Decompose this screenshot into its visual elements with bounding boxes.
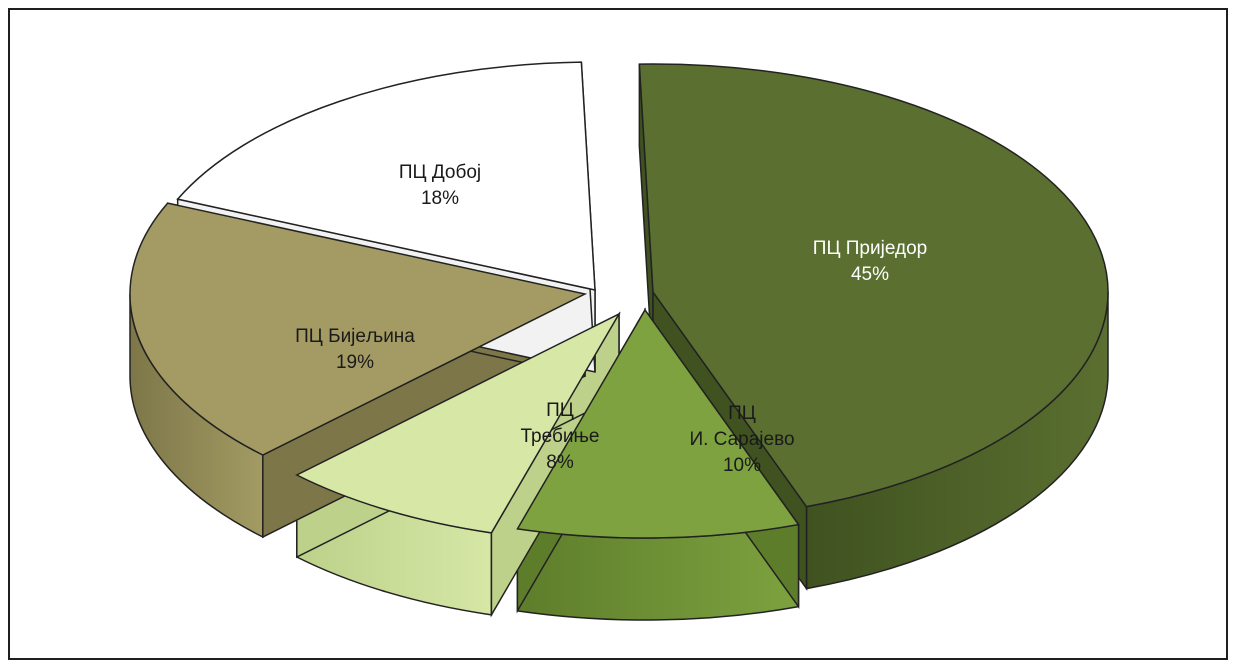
pie-slice	[176, 61, 596, 291]
pie-slice	[295, 312, 621, 534]
slice-name-label: И. Сарајево	[689, 429, 794, 450]
slice-name-label: ПЦ Бијељина	[295, 326, 415, 347]
slice-name-label: Требиње	[521, 426, 600, 447]
slice-value-label: 19%	[336, 352, 374, 373]
pie-slice	[638, 63, 1109, 508]
pie-top-layer	[129, 61, 1109, 539]
slice-value-label: 45%	[851, 264, 889, 285]
slice-name-label: ПЦ	[728, 403, 756, 424]
pie-labels-layer: ПЦ Приједор 45% ПЦ И. Сарајево 10% ПЦ Требиње 8…	[295, 162, 927, 476]
pie-slice	[516, 308, 800, 539]
slice-name-label: ПЦ Добој	[399, 162, 481, 183]
slice-name-label: ПЦ Приједор	[813, 238, 927, 259]
slice-name-label: ПЦ	[546, 400, 574, 421]
slice-value-label: 10%	[723, 455, 761, 476]
slice-value-label: 18%	[421, 188, 459, 209]
slice-value-label: 8%	[546, 452, 574, 473]
pie-slice	[129, 202, 588, 456]
